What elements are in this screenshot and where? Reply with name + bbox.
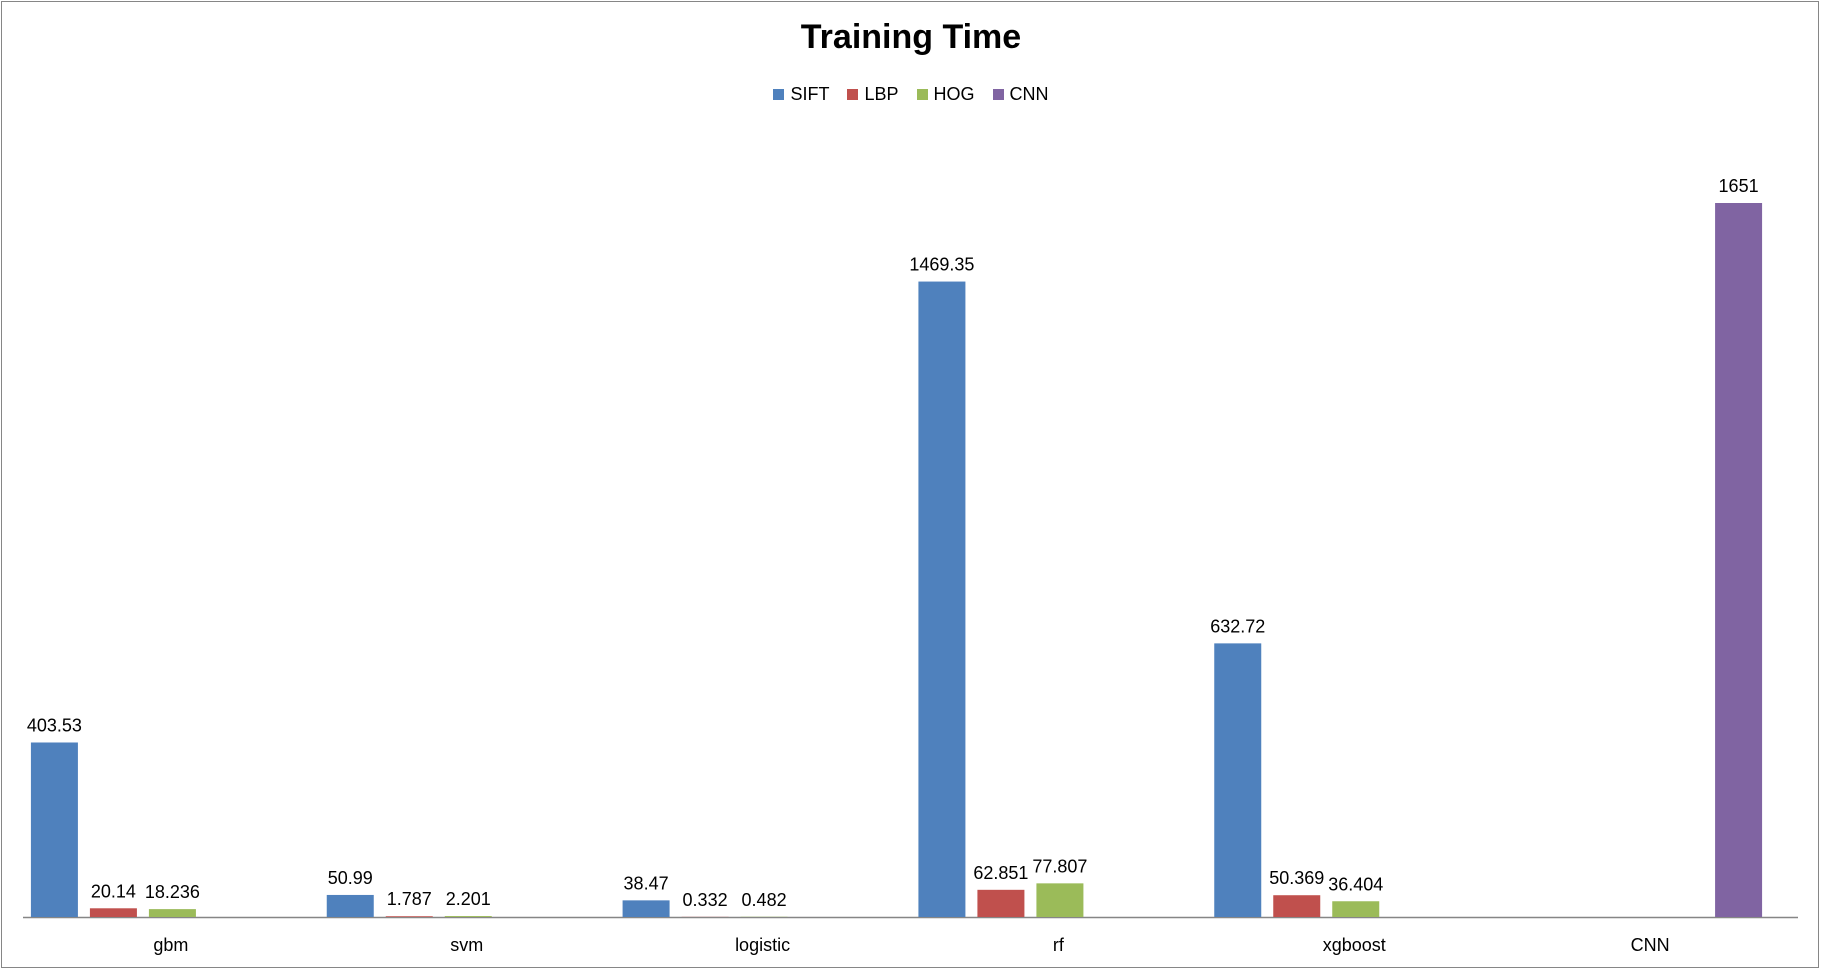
- bar-svm-lbp: [385, 916, 433, 917]
- bar-cnn-cnn: [1715, 203, 1763, 917]
- legend-item-hog: HOG: [916, 84, 975, 105]
- bar-rf-lbp: [977, 889, 1025, 917]
- data-label-logistic-sift: 38.47: [624, 873, 669, 893]
- bar-svm-hog: [444, 916, 492, 917]
- data-label-logistic-hog: 0.482: [742, 890, 787, 910]
- bar-gbm-lbp: [89, 908, 137, 917]
- data-label-gbm-lbp: 20.14: [91, 881, 136, 901]
- chart-title: Training Time: [800, 18, 1022, 56]
- bar-svm-sift: [326, 894, 374, 917]
- data-label-rf-sift: 1469.35: [909, 255, 974, 275]
- bar-xgboost-hog: [1332, 901, 1380, 917]
- legend-label-cnn: CNN: [1009, 84, 1049, 104]
- legend-item-lbp: LBP: [847, 84, 899, 105]
- legend-swatch-sift: [773, 89, 785, 100]
- legend-label-lbp: LBP: [864, 84, 899, 104]
- x-tick-label-rf: rf: [1053, 935, 1065, 955]
- data-label-gbm-sift: 403.53: [27, 715, 82, 735]
- data-label-svm-hog: 2.201: [446, 889, 491, 909]
- legend-item-sift: SIFT: [773, 84, 829, 105]
- x-tick-label-gbm: gbm: [153, 935, 188, 955]
- data-label-xgboost-hog: 36.404: [1328, 874, 1383, 894]
- chart-legend: SIFT LBP HOG CNN: [0, 84, 1822, 105]
- legend-swatch-lbp: [847, 89, 859, 100]
- legend-item-cnn: CNN: [992, 84, 1049, 105]
- x-tick-label-xgboost: xgboost: [1323, 935, 1386, 955]
- bar-xgboost-sift: [1214, 643, 1262, 917]
- bar-gbm-sift: [30, 742, 78, 917]
- bar-logistic-sift: [622, 900, 670, 917]
- data-label-svm-lbp: 1.787: [387, 889, 432, 909]
- data-label-logistic-lbp: 0.332: [683, 890, 728, 910]
- bar-gbm-hog: [148, 909, 196, 917]
- data-label-xgboost-sift: 632.72: [1210, 616, 1265, 636]
- x-tick-label-cnn: CNN: [1631, 935, 1670, 955]
- data-label-svm-sift: 50.99: [328, 868, 373, 888]
- data-label-rf-hog: 77.807: [1032, 856, 1087, 876]
- data-label-gbm-hog: 18.236: [145, 882, 200, 902]
- x-tick-label-logistic: logistic: [735, 935, 790, 955]
- legend-swatch-cnn: [992, 89, 1004, 100]
- bar-xgboost-lbp: [1273, 895, 1321, 917]
- legend-label-sift: SIFT: [790, 84, 830, 104]
- data-label-rf-lbp: 62.851: [973, 863, 1028, 883]
- legend-swatch-hog: [916, 89, 928, 100]
- bar-rf-sift: [918, 281, 966, 917]
- x-tick-label-svm: svm: [450, 935, 483, 955]
- legend-label-hog: HOG: [933, 84, 975, 104]
- bar-rf-hog: [1036, 883, 1084, 917]
- data-label-cnn-cnn: 1651: [1719, 176, 1759, 196]
- data-label-xgboost-lbp: 50.369: [1269, 868, 1324, 888]
